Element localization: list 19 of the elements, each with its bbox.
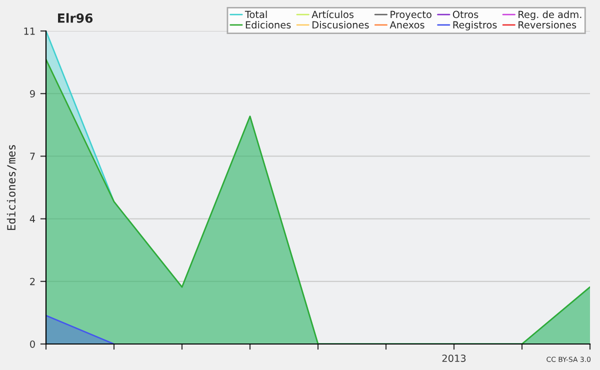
legend-label: Registros	[453, 20, 497, 30]
y-axis-title: Ediciones/mes	[6, 145, 16, 230]
y-tick-label: 7	[30, 152, 35, 160]
y-tick-label: 11	[24, 28, 35, 35]
chart-title: Elr96	[58, 13, 93, 23]
legend-label: Discusiones	[312, 20, 369, 29]
y-tick-label: 4	[30, 215, 36, 222]
legend-label: Reg. de adm.	[518, 10, 582, 20]
y-tick-label: 9	[30, 90, 35, 98]
legend-label: Total	[244, 10, 267, 18]
legend-label: Ediciones	[246, 20, 291, 29]
legend-label: Otros	[452, 10, 478, 18]
legend-label: Anexos	[390, 21, 424, 29]
legend-label: Artículos	[312, 10, 354, 18]
x-tick-label: 2013	[442, 354, 466, 362]
y-tick-label: 0	[30, 340, 35, 348]
y-tick-label: 2	[30, 278, 35, 286]
legend-label: Reversiones	[518, 20, 576, 29]
legend-label: Proyecto	[390, 10, 432, 20]
